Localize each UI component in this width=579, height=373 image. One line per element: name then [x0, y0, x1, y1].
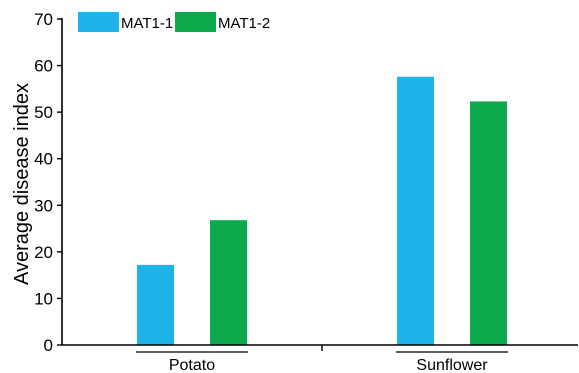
y-tick-label: 20 — [34, 243, 53, 262]
bars-layer — [137, 76, 507, 346]
y-ticks: 0 10 20 30 40 50 60 70 — [34, 10, 62, 355]
x-categories: Potato Sunflower — [136, 345, 508, 373]
y-tick-label: 50 — [34, 103, 53, 122]
y-tick-label: 10 — [34, 289, 53, 308]
bar-mat1-2-potato — [210, 220, 247, 345]
y-tick-label: 30 — [34, 196, 53, 215]
legend-swatch-mat1-2 — [175, 12, 216, 32]
legend: MAT1-1 MAT1-2 — [78, 12, 270, 32]
bar-mat1-1-sunflower — [397, 76, 434, 346]
x-category-label: Sunflower — [416, 357, 488, 373]
legend-label: MAT1-2 — [218, 15, 270, 32]
axes-layer — [61, 18, 578, 346]
legend-swatch-mat1-1 — [78, 12, 119, 32]
legend-label: MAT1-1 — [121, 15, 173, 32]
bar-mat1-2-sunflower — [470, 101, 507, 345]
bar-mat1-1-potato — [137, 264, 174, 345]
y-tick-label: 0 — [44, 336, 53, 355]
y-tick-label: 60 — [34, 57, 53, 76]
y-tick-label: 70 — [34, 10, 53, 29]
x-category-label: Potato — [169, 357, 215, 373]
y-axis-label: Average disease index — [11, 83, 33, 285]
y-tick-label: 40 — [34, 150, 53, 169]
